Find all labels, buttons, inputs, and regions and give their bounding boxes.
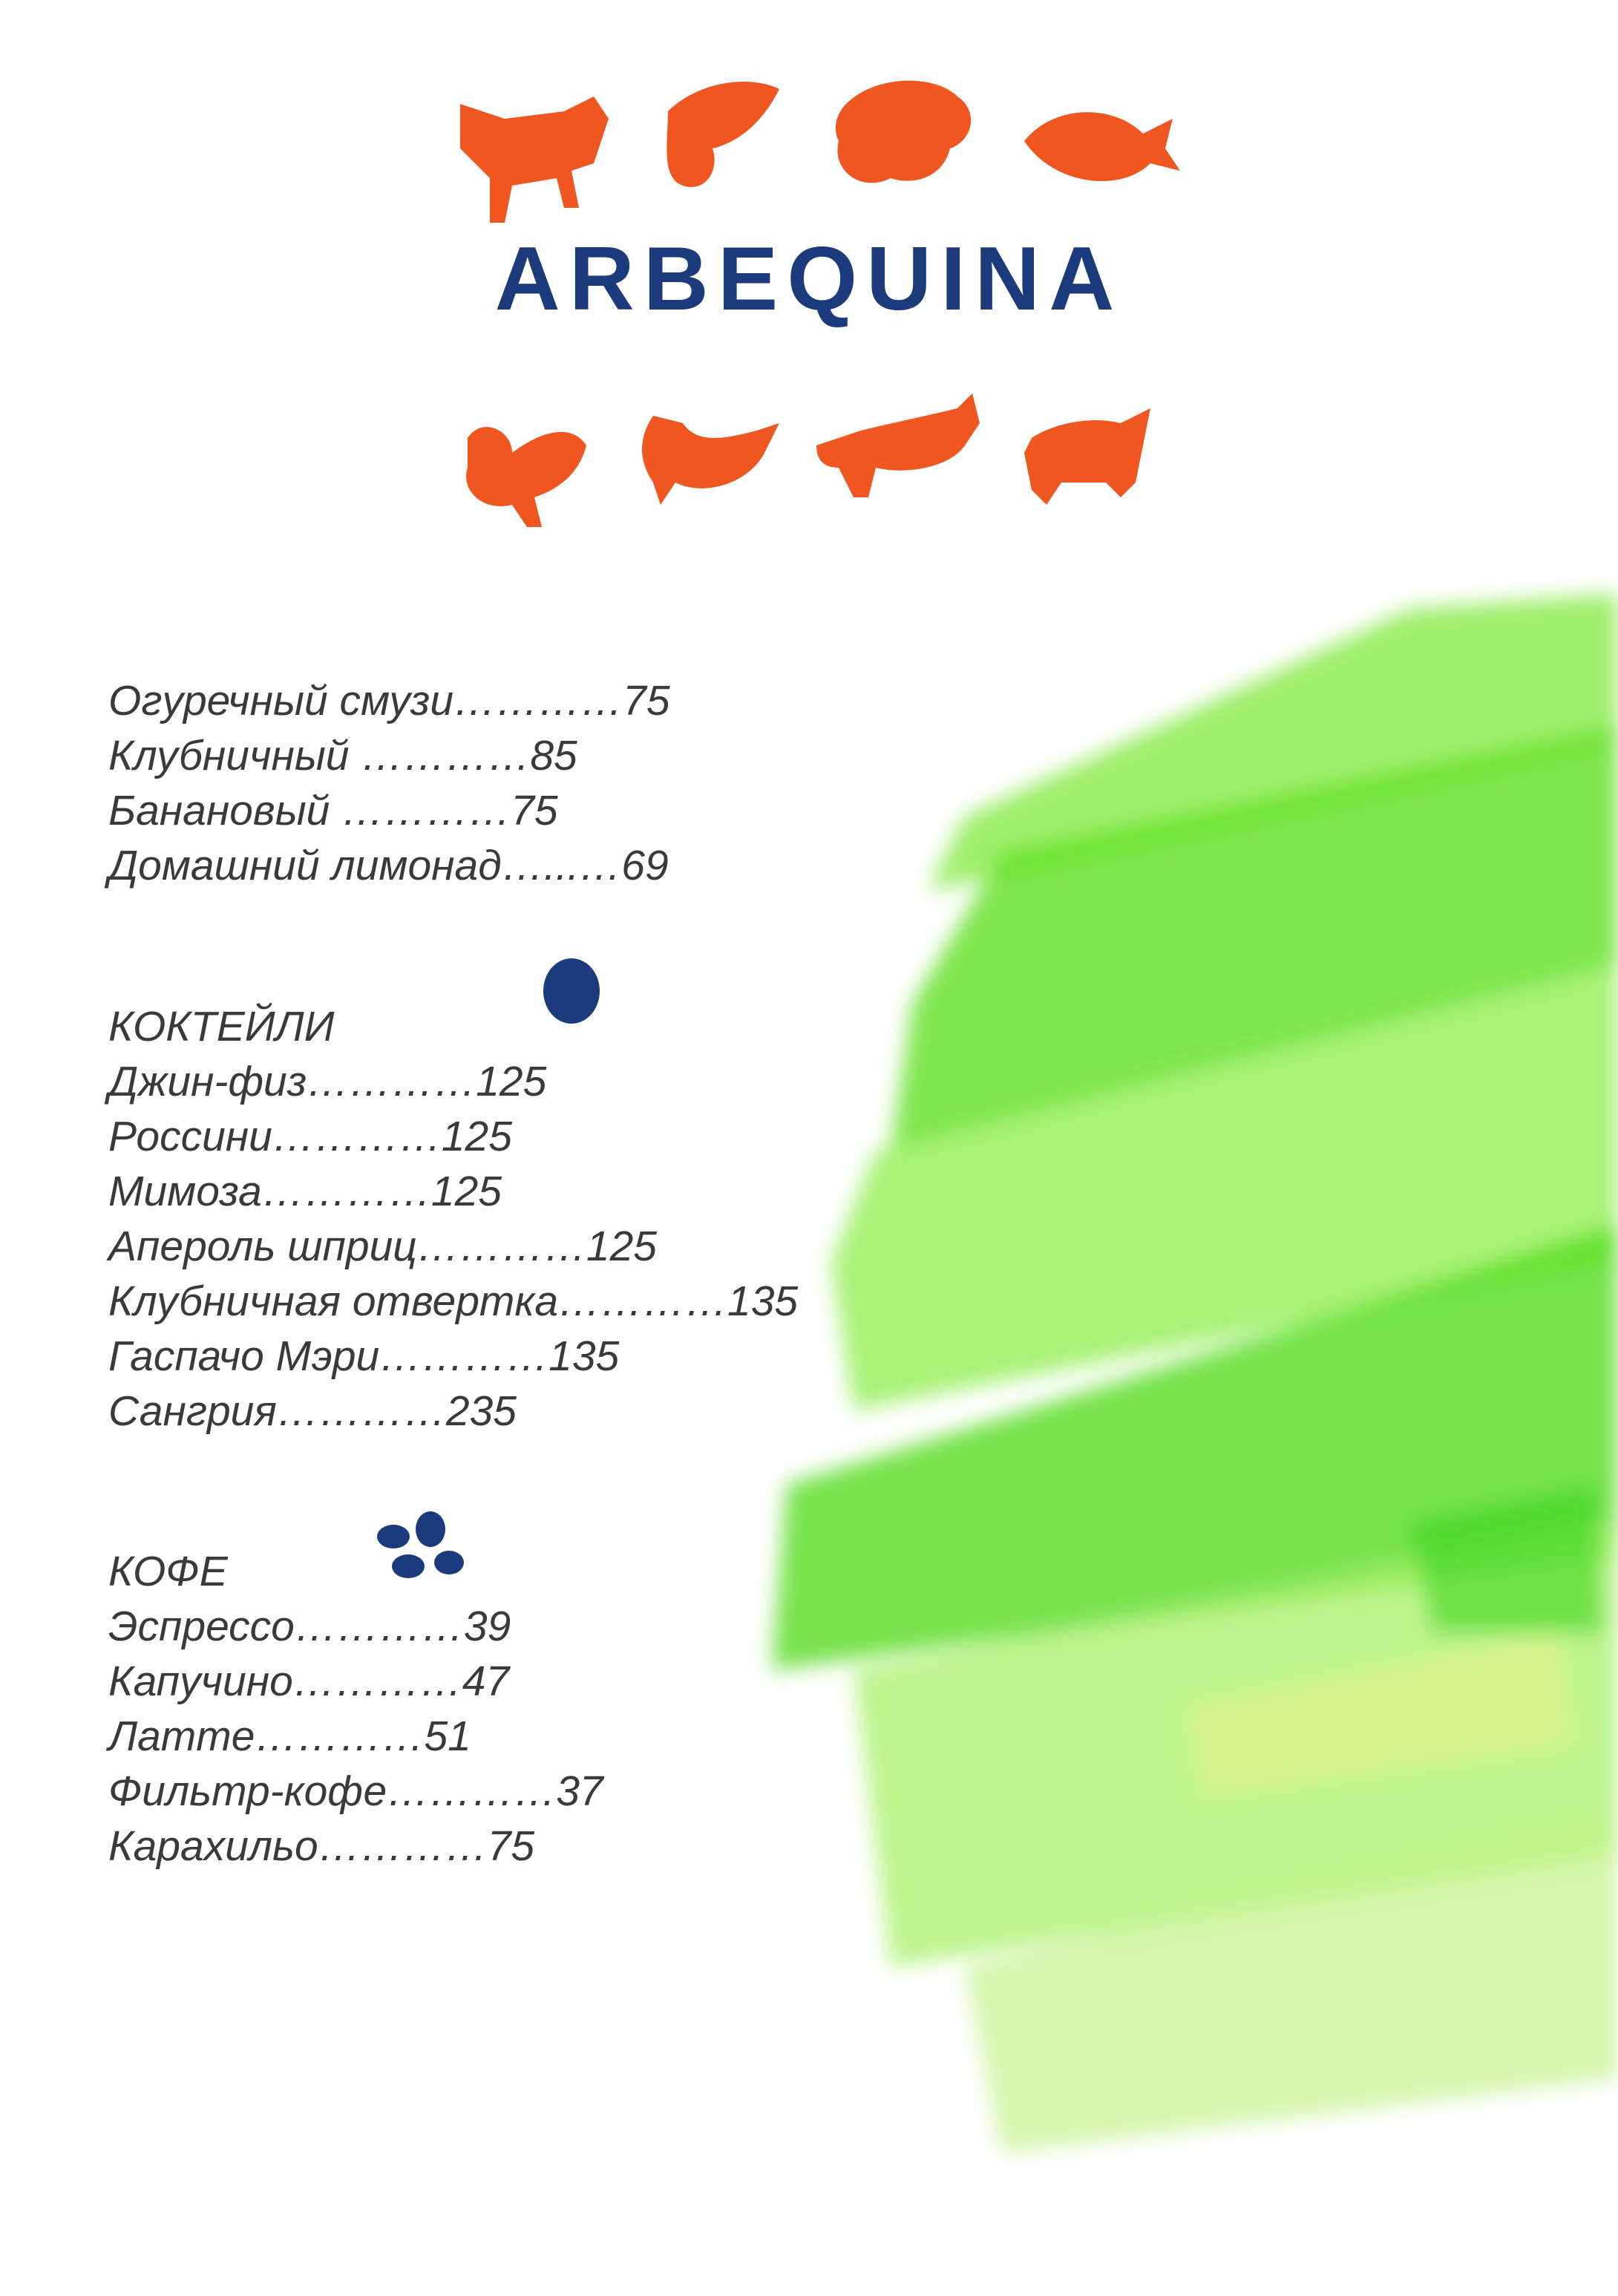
item-price: 85 bbox=[530, 732, 577, 779]
item-price: 47 bbox=[462, 1658, 510, 1705]
menu-item: Латте…………51 bbox=[108, 1709, 603, 1764]
menu-item: Огуречный смузи…………75 bbox=[108, 673, 670, 728]
item-leader: ………… bbox=[387, 1767, 557, 1815]
item-price: 125 bbox=[441, 1113, 512, 1160]
item-name: Мимоза bbox=[108, 1168, 262, 1215]
menu-item: Клубничная отвертка…………135 bbox=[108, 1274, 798, 1329]
item-leader: ………… bbox=[294, 1603, 464, 1650]
item-leader: ………… bbox=[379, 1332, 549, 1380]
item-leader: ………… bbox=[416, 1223, 586, 1270]
menu-item: Фильтр-кофе…………37 bbox=[108, 1764, 603, 1819]
menu-item: Сангрия…………235 bbox=[108, 1384, 798, 1439]
item-leader: ………… bbox=[261, 1168, 431, 1215]
item-name: Латте bbox=[108, 1713, 255, 1760]
animal-icons bbox=[460, 80, 1180, 527]
item-name: Капучино bbox=[108, 1658, 293, 1705]
item-price: 125 bbox=[586, 1223, 657, 1270]
item-price: 235 bbox=[445, 1387, 517, 1435]
section-icons bbox=[377, 958, 600, 1578]
item-leader: ………… bbox=[272, 1113, 442, 1160]
item-name: Эспрессо bbox=[108, 1603, 295, 1650]
menu-item: Капучино…………47 bbox=[108, 1654, 603, 1709]
watercolor bbox=[772, 594, 1618, 2153]
item-name: Гаспачо Мэри bbox=[108, 1332, 380, 1380]
menu-item: Джин-физ…………125 bbox=[108, 1054, 798, 1109]
item-leader: …...… bbox=[501, 842, 622, 889]
brand-title: ARBEQUINA bbox=[494, 228, 1124, 329]
menu-item: Россини…………125 bbox=[108, 1109, 798, 1164]
item-leader: ………… bbox=[318, 1822, 488, 1870]
item-name: Клубничный bbox=[108, 732, 350, 779]
item-name: Огуречный смузи bbox=[108, 677, 454, 725]
item-leader: ………… bbox=[292, 1658, 462, 1705]
menu-item: Домашний лимонад…...…69 bbox=[108, 838, 670, 893]
menu-item: Карахильо…………75 bbox=[108, 1819, 603, 1874]
menu-section: КОКТЕЙЛИ Джин-физ…………125 Россини…………125 Мим… bbox=[108, 999, 798, 1439]
section-title: КОФЕ bbox=[108, 1548, 228, 1595]
item-name: Апероль шприц bbox=[108, 1223, 417, 1270]
item-price: 69 bbox=[621, 842, 669, 889]
item-name: Домашний лимонад bbox=[108, 842, 502, 889]
item-price: 37 bbox=[556, 1767, 603, 1815]
item-price: 39 bbox=[463, 1603, 511, 1650]
item-price: 125 bbox=[476, 1058, 547, 1105]
item-name: Сангрия bbox=[108, 1387, 277, 1435]
menu-item: Гаспачо Мэри…………135 bbox=[108, 1329, 798, 1384]
item-name: Фильтр-кофе bbox=[108, 1767, 387, 1815]
item-name: Банановый bbox=[108, 787, 330, 834]
menu-item: Банановый …………75 bbox=[108, 783, 670, 838]
item-leader: ………… bbox=[307, 1058, 476, 1105]
item-price: 75 bbox=[487, 1822, 535, 1870]
menu-item: Апероль шприц…………125 bbox=[108, 1219, 798, 1274]
item-leader: ………… bbox=[558, 1278, 728, 1325]
item-price: 75 bbox=[623, 677, 670, 725]
menu-section: Огуречный смузи…………75 Клубничный …………85 Ба… bbox=[108, 673, 670, 893]
item-leader: ………… bbox=[453, 677, 623, 725]
item-price: 51 bbox=[424, 1713, 471, 1760]
item-price: 75 bbox=[511, 787, 558, 834]
menu-section: КОФЕ Эспрессо…………39 Капучино…………47 Латте………… bbox=[108, 1544, 603, 1874]
item-price: 135 bbox=[548, 1332, 620, 1380]
item-name: Карахильо bbox=[108, 1822, 318, 1870]
item-price: 125 bbox=[430, 1168, 502, 1215]
item-price: 135 bbox=[727, 1278, 799, 1325]
menu-item: Клубничный …………85 bbox=[108, 728, 670, 783]
item-name: Клубничная отвертка bbox=[108, 1278, 559, 1325]
item-leader: ………… bbox=[330, 787, 511, 834]
section-title: КОКТЕЙЛИ bbox=[108, 1003, 335, 1050]
item-leader: ………… bbox=[349, 732, 531, 779]
item-name: Россини bbox=[108, 1113, 272, 1160]
item-leader: ………… bbox=[276, 1387, 446, 1435]
item-name: Джин-физ bbox=[108, 1058, 307, 1105]
menu-item: Эспрессо…………39 bbox=[108, 1599, 603, 1654]
item-leader: ………… bbox=[255, 1713, 425, 1760]
menu-item: Мимоза…………125 bbox=[108, 1164, 798, 1219]
